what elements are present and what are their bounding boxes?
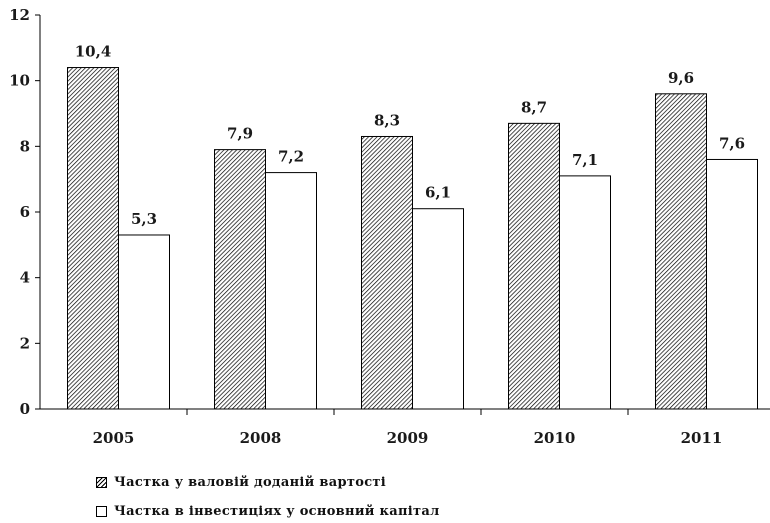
data-label-value-added: 9,6: [668, 69, 694, 87]
legend-label-investment: Частка в інвестиціях у основний капітал: [114, 504, 440, 519]
x-tick-label: 2011: [681, 429, 723, 447]
legend-swatch-hatched: [96, 477, 107, 488]
legend-item-value-added: Частка у валовій доданій вартості: [96, 475, 386, 490]
y-tick-label: 10: [9, 72, 30, 90]
bar-investment: [412, 208, 464, 410]
data-label-value-added: 10,4: [75, 43, 112, 61]
x-tick-label: 2009: [387, 429, 429, 447]
data-label-investment: 7,6: [719, 134, 745, 152]
y-tick-label: 12: [9, 6, 30, 24]
bar-value-added: [67, 67, 119, 410]
data-label-value-added: 7,9: [227, 125, 253, 143]
x-tick-label: 2008: [240, 429, 282, 447]
legend-swatch-white: [96, 506, 107, 517]
x-tick-label: 2005: [93, 429, 135, 447]
data-label-investment: 7,2: [278, 148, 304, 166]
legend-item-investment: Частка в інвестиціях у основний капітал: [96, 504, 440, 519]
bar-investment: [265, 172, 317, 410]
y-tick-label: 0: [20, 400, 30, 418]
bar-chart: 0 2 4 6 8 10 12 2005 2008 2009 2010 2011 10,4 5,3 7,9…: [9, 6, 770, 447]
data-label-investment: 6,1: [425, 184, 451, 202]
legend-label-value-added: Частка у валовій доданій вартості: [114, 475, 387, 490]
bar-value-added: [508, 122, 560, 410]
bar-investment: [559, 175, 611, 410]
y-tick-label: 8: [20, 137, 30, 155]
y-tick-label: 2: [20, 334, 30, 352]
x-tick-label: 2010: [534, 429, 576, 447]
data-label-investment: 5,3: [131, 210, 157, 228]
data-label-value-added: 8,7: [521, 98, 547, 116]
y-tick-label: 6: [20, 203, 30, 221]
y-tick-label: 4: [20, 269, 30, 287]
bar-value-added: [214, 149, 266, 410]
bar-investment: [706, 158, 758, 410]
data-label-value-added: 8,3: [374, 111, 400, 129]
bar-value-added: [655, 93, 707, 410]
bar-investment: [118, 234, 170, 410]
data-label-investment: 7,1: [572, 151, 598, 169]
bar-value-added: [361, 135, 413, 410]
